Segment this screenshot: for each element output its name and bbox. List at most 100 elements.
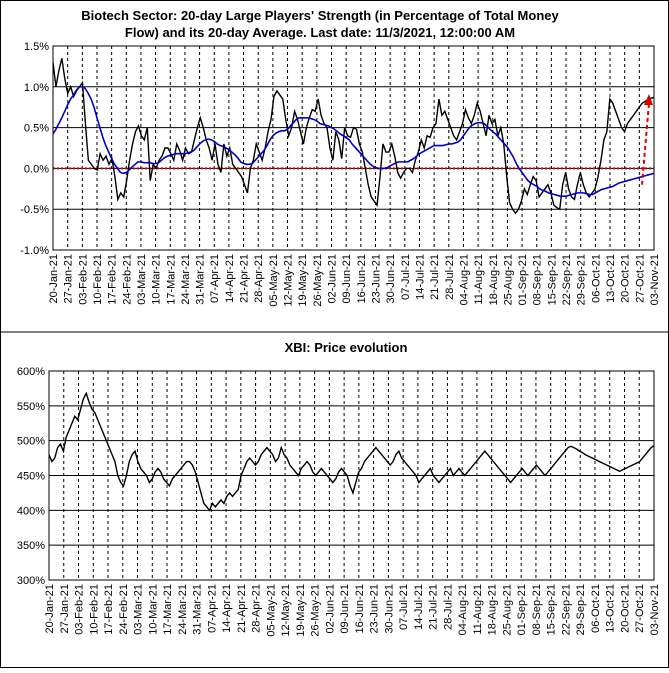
top-x-tick-label: 04-Aug-21 xyxy=(458,254,470,305)
bottom-x-tick-label: 07-Apr-21 xyxy=(206,584,218,633)
bottom-x-tick-label: 26-May-21 xyxy=(310,584,322,637)
top-x-tick-label: 24-Mar-21 xyxy=(180,254,192,305)
top-x-tick-label: 06-Oct-21 xyxy=(590,254,602,303)
bottom-x-tick-label: 11-Aug-21 xyxy=(472,584,484,635)
bottom-x-tick-label: 01-Sep-21 xyxy=(516,584,528,635)
top-y-tick-label: 1.0% xyxy=(24,82,49,94)
top-x-tick-label: 20-Jan-21 xyxy=(48,254,60,304)
bottom-plot-border xyxy=(48,370,655,581)
bottom-x-tick-label: 23-Jun-21 xyxy=(369,584,381,634)
top-x-tick-label: 26-May-21 xyxy=(312,254,324,307)
bottom-x-tick-label: 20-Oct-21 xyxy=(619,584,631,633)
top-trend-arrowhead xyxy=(644,93,653,105)
top-x-tick-label: 14-Apr-21 xyxy=(224,254,236,303)
top-x-tick-label: 29-Sep-21 xyxy=(576,254,588,305)
bottom-x-tick-label: 12-May-21 xyxy=(280,584,292,637)
top-x-tick-label: 12-May-21 xyxy=(283,254,295,307)
bottom-x-tick-label: 14-Jul-21 xyxy=(413,584,425,630)
top-y-tick-labels: 1.5% 1.0% 0.5% 0.0% -0.5% -1.0% xyxy=(20,41,49,257)
top-x-tick-label: 07-Jul-21 xyxy=(400,254,412,300)
bottom-x-tick-label: 17-Feb-21 xyxy=(103,584,115,635)
top-x-tick-label: 07-Apr-21 xyxy=(209,254,221,303)
top-x-tick-label: 18-Aug-21 xyxy=(488,254,500,305)
top-x-tick-label: 10-Mar-21 xyxy=(151,254,163,305)
bottom-x-tick-label: 28-Jul-21 xyxy=(442,584,454,630)
bottom-x-tick-label: 28-Apr-21 xyxy=(251,584,263,633)
bottom-x-tick-label: 03-Mar-21 xyxy=(133,584,145,635)
top-x-tick-label: 28-Apr-21 xyxy=(253,254,265,303)
bottom-x-tick-label: 19-May-21 xyxy=(295,584,307,637)
top-x-tick-label: 15-Sep-21 xyxy=(546,254,558,305)
bottom-x-tick-label: 30-Jun-21 xyxy=(383,584,395,634)
top-x-tick-label: 03-Nov-21 xyxy=(649,254,661,305)
top-x-tick-label: 02-Jun-21 xyxy=(327,254,339,304)
top-x-tick-label: 10-Feb-21 xyxy=(92,254,104,305)
top-x-tick-label: 17-Feb-21 xyxy=(107,254,119,305)
bottom-x-tick-label: 18-Aug-21 xyxy=(487,584,499,635)
top-plot-border xyxy=(52,45,655,251)
bottom-y-tick-label: 500% xyxy=(17,436,45,448)
top-x-tick-label: 09-Jun-21 xyxy=(341,254,353,304)
top-x-tick-label: 17-Mar-21 xyxy=(165,254,177,305)
bottom-x-tick-label: 05-May-21 xyxy=(265,584,277,637)
top-x-tick-label: 27-Jan-21 xyxy=(63,254,75,304)
top-x-tick-label: 22-Sep-21 xyxy=(561,254,573,305)
bottom-y-tick-label: 300% xyxy=(17,575,45,587)
bottom-x-tick-label: 07-Jul-21 xyxy=(398,584,410,630)
bottom-x-tick-label: 08-Sep-21 xyxy=(531,584,543,635)
bottom-chart-title: XBI: Price evolution xyxy=(285,340,408,355)
top-y-tick-label: 0.5% xyxy=(24,123,49,135)
bottom-x-tick-label: 22-Sep-21 xyxy=(560,584,572,635)
bottom-series-price-line xyxy=(48,391,655,512)
bottom-x-tick-label: 21-Apr-21 xyxy=(236,584,248,633)
top-series-strength-line xyxy=(52,58,655,215)
top-chart-title-line1: Biotech Sector: 20-day Large Players' St… xyxy=(81,8,559,23)
bottom-x-tick-label: 27-Jan-21 xyxy=(59,584,71,634)
top-x-tick-label: 25-Aug-21 xyxy=(502,254,514,305)
top-y-tick-label: 0.0% xyxy=(24,163,49,175)
top-x-tick-label: 16-Jun-21 xyxy=(356,254,368,304)
top-chart-title-line2: Flow) and its 20-day Average. Last date:… xyxy=(125,25,515,40)
top-x-tick-label: 11-Aug-21 xyxy=(473,254,485,305)
bottom-x-tick-label: 14-Apr-21 xyxy=(221,584,233,633)
bottom-x-tick-label: 16-Jun-21 xyxy=(354,584,366,634)
bottom-x-tick-label: 10-Feb-21 xyxy=(88,584,100,635)
bottom-x-tick-label: 20-Jan-21 xyxy=(44,584,56,634)
top-x-tick-label: 28-Jul-21 xyxy=(444,254,456,300)
top-x-tick-label: 21-Jul-21 xyxy=(429,254,441,300)
top-x-tick-label: 21-Apr-21 xyxy=(239,254,251,303)
bottom-x-tick-label: 31-Mar-21 xyxy=(192,584,204,635)
top-x-tick-label: 31-Mar-21 xyxy=(195,254,207,305)
bottom-y-tick-label: 600% xyxy=(17,366,45,378)
bottom-x-tick-label: 17-Mar-21 xyxy=(162,584,174,635)
bottom-x-tick-label: 24-Feb-21 xyxy=(118,584,130,635)
top-x-tick-label: 03-Mar-21 xyxy=(136,254,148,305)
top-y-tick-label: -0.5% xyxy=(20,204,49,216)
bottom-y-tick-label: 400% xyxy=(17,505,45,517)
bottom-y-tick-label: 550% xyxy=(17,401,45,413)
bottom-y-tick-labels: 600% 550% 500% 450% 400% 350% 300% xyxy=(17,366,45,587)
bottom-x-tick-label: 03-Feb-21 xyxy=(74,584,86,635)
top-series-average-line xyxy=(52,86,655,197)
bottom-y-tick-label: 350% xyxy=(17,540,45,552)
top-x-tick-label: 01-Sep-21 xyxy=(517,254,529,305)
bottom-x-tick-label: 04-Aug-21 xyxy=(457,584,469,635)
bottom-x-tick-label: 21-Jul-21 xyxy=(428,584,440,630)
top-x-tick-label: 23-Jun-21 xyxy=(370,254,382,304)
top-y-tick-label: 1.5% xyxy=(24,41,49,53)
top-y-tick-label: -1.0% xyxy=(20,245,49,257)
top-x-tick-labels: 20-Jan-21 27-Jan-21 03-Feb-21 10-Feb-21 17-F… xyxy=(48,254,661,307)
bottom-y-tick-label: 450% xyxy=(17,471,45,483)
bottom-x-tick-label: 02-Jun-21 xyxy=(324,584,336,634)
top-x-tick-label: 20-Oct-21 xyxy=(620,254,632,303)
top-x-tick-label: 08-Sep-21 xyxy=(532,254,544,305)
top-x-tick-label: 27-Oct-21 xyxy=(634,254,646,303)
top-x-tick-label: 13-Oct-21 xyxy=(605,254,617,303)
bottom-x-tick-label: 09-Jun-21 xyxy=(339,584,351,634)
top-x-tick-label: 30-Jun-21 xyxy=(385,254,397,304)
bottom-x-tick-label: 15-Sep-21 xyxy=(546,584,558,635)
top-x-tick-label: 14-Jul-21 xyxy=(414,254,426,300)
